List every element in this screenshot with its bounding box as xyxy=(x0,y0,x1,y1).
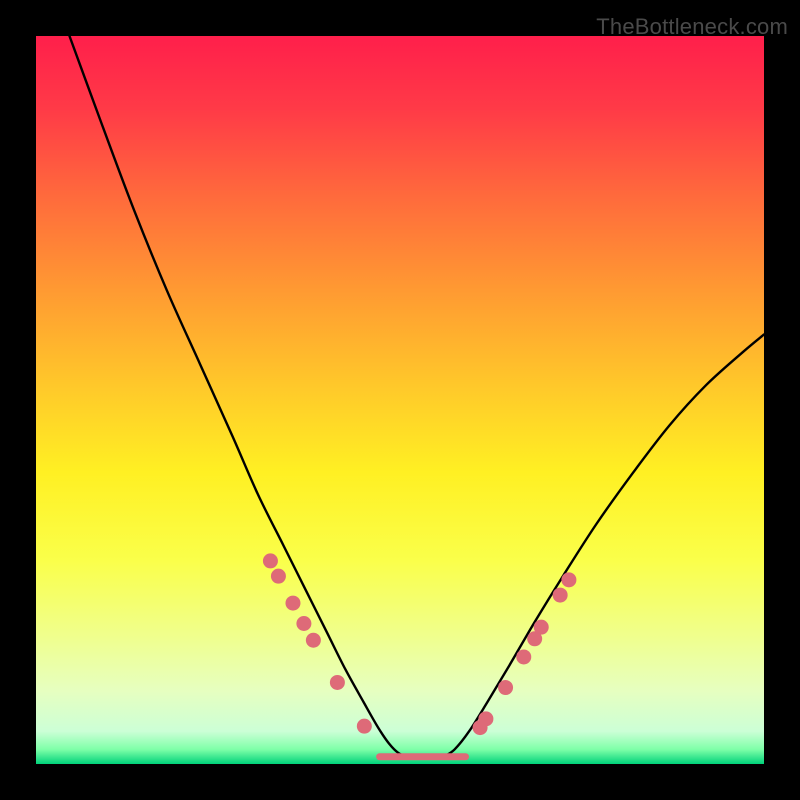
watermark-text: TheBottleneck.com xyxy=(596,14,788,40)
chart-stage: TheBottleneck.com xyxy=(0,0,800,800)
curve-left xyxy=(69,36,407,757)
chart-svg xyxy=(0,0,800,800)
curve-layer xyxy=(69,36,764,757)
data-marker xyxy=(357,719,372,734)
data-marker xyxy=(498,680,513,695)
data-marker xyxy=(271,569,286,584)
marker-layer xyxy=(263,553,576,735)
data-marker xyxy=(561,572,576,587)
data-marker xyxy=(534,620,549,635)
data-marker xyxy=(296,616,311,631)
curve-right xyxy=(444,334,764,756)
data-marker xyxy=(553,588,568,603)
data-marker xyxy=(285,596,300,611)
data-marker xyxy=(306,633,321,648)
data-marker xyxy=(516,649,531,664)
data-marker xyxy=(478,711,493,726)
data-marker xyxy=(330,675,345,690)
data-marker xyxy=(263,553,278,568)
